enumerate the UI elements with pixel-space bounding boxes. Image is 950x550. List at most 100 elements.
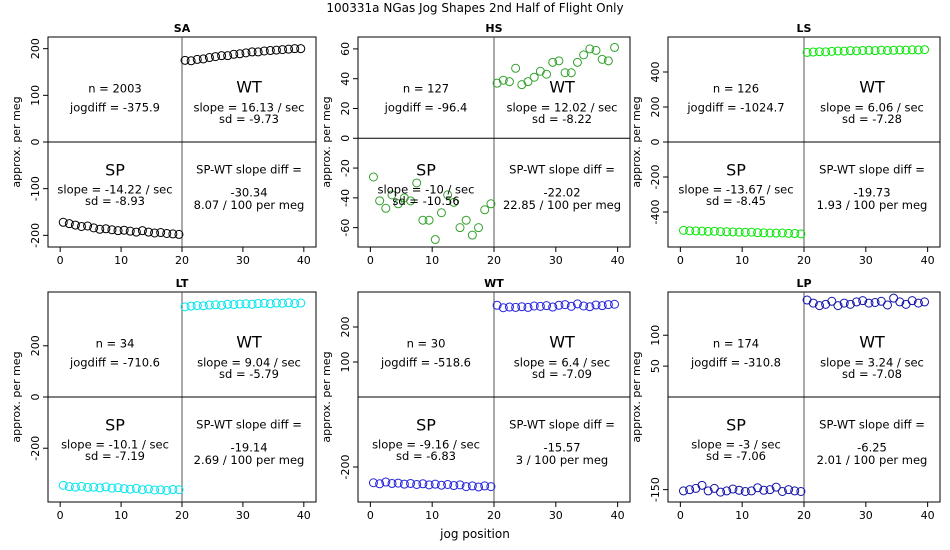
data-point bbox=[746, 227, 756, 237]
data-point bbox=[77, 221, 86, 231]
jogdiff-label: jogdiff = -710.6 bbox=[69, 356, 160, 370]
y-axis-label: approx. per meg bbox=[10, 96, 23, 187]
x-tick-label: 0 bbox=[57, 509, 64, 522]
data-point bbox=[591, 45, 601, 55]
diff-value: -19.14 bbox=[230, 441, 267, 455]
wt-slope: slope = 9.04 / sec bbox=[197, 356, 301, 370]
data-point bbox=[858, 296, 868, 306]
diff-value: -15.57 bbox=[543, 441, 580, 455]
data-point bbox=[125, 226, 135, 236]
data-point bbox=[852, 297, 862, 307]
sp-label: SP bbox=[416, 416, 436, 435]
data-point bbox=[430, 235, 440, 245]
data-point bbox=[716, 487, 726, 497]
data-point bbox=[436, 480, 446, 490]
data-point bbox=[504, 77, 514, 87]
data-point bbox=[235, 299, 245, 309]
jogdiff-label: jogdiff = -1024.7 bbox=[686, 101, 784, 115]
y-axis-label: approx. per meg bbox=[320, 351, 333, 442]
data-point bbox=[235, 49, 245, 59]
panel-lp: LP 0 10 20 30 40 -150 50 100 approx. per meg n = 1… bbox=[630, 277, 941, 522]
y-tick-label: 200 bbox=[649, 97, 662, 118]
diff-value: -30.34 bbox=[230, 186, 267, 200]
y-tick-label: 400 bbox=[649, 62, 662, 83]
y-tick-label: 200 bbox=[29, 335, 42, 356]
y-axis-label: approx. per meg bbox=[10, 351, 23, 442]
data-point bbox=[678, 486, 688, 496]
y-tick-label: 100 bbox=[339, 352, 352, 373]
data-point bbox=[412, 178, 422, 188]
data-point bbox=[765, 228, 775, 238]
data-point bbox=[790, 486, 800, 496]
data-point bbox=[901, 45, 911, 55]
data-point bbox=[579, 301, 589, 311]
panel-title: LT bbox=[176, 277, 189, 290]
n-label: n = 174 bbox=[713, 337, 759, 351]
data-point bbox=[393, 199, 403, 209]
data-point bbox=[535, 66, 545, 76]
data-point bbox=[375, 196, 385, 206]
data-point bbox=[223, 51, 233, 61]
x-tick-label: 30 bbox=[549, 509, 563, 522]
sp-slope: slope = -9.16 / sec bbox=[372, 437, 480, 451]
data-point bbox=[137, 226, 147, 236]
x-tick-label: 10 bbox=[114, 254, 128, 267]
y-tick-label: 200 bbox=[339, 317, 352, 338]
data-point bbox=[399, 479, 409, 489]
data-point bbox=[697, 226, 707, 236]
data-point bbox=[186, 301, 196, 311]
data-point bbox=[198, 54, 208, 64]
data-point bbox=[685, 226, 695, 236]
sp-sd: sd = -6.83 bbox=[396, 449, 456, 463]
data-point bbox=[759, 485, 769, 495]
data-point bbox=[585, 44, 595, 54]
x-tick-label: 20 bbox=[797, 254, 811, 267]
y-tick-label: 100 bbox=[29, 85, 42, 106]
data-point bbox=[418, 479, 428, 489]
data-point bbox=[548, 302, 558, 312]
data-point bbox=[777, 487, 787, 496]
data-point bbox=[722, 227, 732, 237]
data-point bbox=[852, 46, 862, 56]
data-point bbox=[597, 301, 607, 311]
y-tick-label: -400 bbox=[649, 200, 662, 225]
diff-label: SP-WT slope diff = bbox=[196, 418, 302, 432]
data-point bbox=[542, 69, 552, 79]
data-point bbox=[833, 301, 843, 311]
data-point bbox=[259, 46, 269, 56]
y-tick-label: 100 bbox=[649, 325, 662, 346]
data-point bbox=[89, 482, 99, 492]
data-point bbox=[211, 52, 220, 62]
data-point bbox=[895, 45, 905, 55]
data-point bbox=[174, 485, 184, 495]
data-point bbox=[870, 298, 880, 307]
data-point bbox=[709, 226, 719, 236]
y-axis-label: approx. per meg bbox=[630, 96, 643, 187]
data-point bbox=[814, 47, 824, 57]
panel-title: LS bbox=[797, 22, 812, 35]
sp-slope: slope = -3 / sec bbox=[691, 437, 781, 451]
data-point bbox=[523, 77, 533, 87]
data-point bbox=[913, 45, 923, 55]
data-point bbox=[271, 298, 281, 308]
data-point bbox=[827, 296, 837, 306]
data-point bbox=[777, 228, 787, 238]
data-point bbox=[517, 302, 527, 312]
data-point bbox=[58, 480, 68, 490]
data-point bbox=[70, 220, 80, 230]
diff-value: -22.02 bbox=[543, 186, 580, 200]
data-point bbox=[474, 482, 484, 492]
data-point bbox=[790, 229, 800, 239]
data-point bbox=[137, 485, 147, 495]
x-tick-label: 40 bbox=[611, 254, 625, 267]
x-tick-label: 0 bbox=[367, 254, 374, 267]
data-point bbox=[796, 487, 806, 496]
panel-wt: WT 0 10 20 30 40 -200 100 200 approx. per meg n = … bbox=[320, 277, 631, 522]
x-tick-label: 20 bbox=[175, 254, 189, 267]
diff-label: SP-WT slope diff = bbox=[819, 163, 925, 177]
x-tick-label: 20 bbox=[487, 509, 501, 522]
jogdiff-label: jogdiff = -518.6 bbox=[380, 356, 471, 370]
data-point bbox=[131, 227, 141, 237]
panel-title: LP bbox=[796, 277, 811, 290]
data-point bbox=[858, 45, 868, 55]
